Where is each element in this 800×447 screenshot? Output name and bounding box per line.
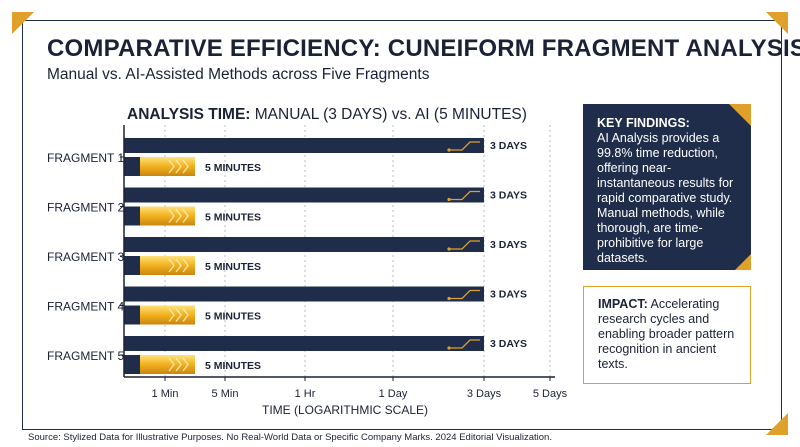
ai-bar-chevron	[168, 258, 175, 273]
ai-bar-chevron	[182, 209, 189, 223]
key-findings-text: AI Analysis provides a 99.8% time reduct…	[597, 131, 734, 265]
chart-title-rest: MANUAL (3 DAYS) vs. AI (5 MINUTES)	[250, 106, 527, 123]
panel-accent-top	[729, 104, 751, 126]
ai-bar-cap	[124, 256, 140, 275]
x-tick-label: 1 Day	[379, 388, 408, 400]
x-axis-title: TIME (LOGARITHMIC SCALE)	[262, 403, 428, 417]
category-label: FRAGMENT 2	[47, 201, 124, 215]
ai-bar-chevron	[175, 209, 182, 223]
x-tick-label: 1 Min	[152, 388, 179, 400]
ai-bar-label: 5 MINUTES	[205, 311, 261, 323]
key-findings-heading: KEY FINDINGS:	[597, 116, 690, 130]
impact-heading: IMPACT:	[598, 297, 648, 311]
manual-bar-node	[447, 197, 451, 202]
manual-bar-trace	[449, 240, 480, 250]
ai-bar-chevron	[182, 258, 189, 273]
manual-bar-node	[447, 247, 451, 251]
manual-bar-label: 3 DAYS	[490, 239, 527, 251]
manual-bar	[124, 286, 484, 302]
manual-bar-node	[447, 296, 451, 301]
key-findings-panel: KEY FINDINGS: AI Analysis provides a 99.…	[583, 104, 751, 270]
ai-bar-chevron	[168, 357, 175, 372]
ai-bar-chevron	[182, 159, 189, 174]
manual-bar-trace	[449, 141, 480, 151]
manual-bar-node	[447, 346, 451, 350]
ai-bar-chevron	[168, 159, 175, 174]
manual-bar-label: 3 DAYS	[490, 289, 527, 301]
ai-bar-chevron	[175, 258, 182, 273]
manual-bar	[124, 336, 484, 351]
page-title: COMPARATIVE EFFICIENCY: CUNEIFORM FRAGME…	[47, 35, 800, 62]
corner-accent-top-right	[766, 12, 788, 34]
manual-bar	[124, 237, 484, 252]
ai-bar-cap	[124, 206, 140, 226]
manual-bar-label: 3 DAYS	[490, 338, 527, 350]
x-tick-label: 3 Days	[467, 388, 502, 400]
ai-bar-cap	[124, 355, 140, 374]
ai-bar-chevron	[175, 357, 182, 372]
manual-bar-trace	[449, 190, 480, 201]
ai-bar-label: 5 MINUTES	[205, 212, 261, 224]
ai-bar-chevron	[175, 308, 182, 322]
panel-accent-bottom	[735, 254, 751, 270]
chart-axes: 1 Min 5 Min 1 Hr 1 Day 3 Days 5 Days FRAGMENT …	[47, 125, 568, 400]
category-label: FRAGMENT 4	[47, 300, 124, 314]
x-tick-label: 5 Days	[533, 388, 568, 400]
corner-accent-bottom-right	[766, 413, 788, 435]
x-tick-label: 5 Min	[212, 388, 239, 400]
manual-bar	[124, 187, 484, 203]
ai-bar-chevron	[168, 308, 175, 322]
manual-bar-label: 3 DAYS	[490, 190, 527, 202]
category-label: FRAGMENT 3	[47, 250, 124, 264]
manual-bar	[124, 138, 484, 153]
corner-accent-top-left	[12, 12, 34, 34]
impact-text: Accelerating research cycles and enablin…	[598, 297, 735, 371]
manual-bar-trace	[449, 339, 480, 349]
ai-bar-chevron	[168, 209, 175, 223]
ai-bar-cap	[124, 157, 140, 176]
ai-bar-label: 5 MINUTES	[205, 261, 261, 273]
ai-bar-label: 5 MINUTES	[205, 360, 261, 372]
chart-title: ANALYSIS TIME: MANUAL (3 DAYS) vs. AI (5…	[127, 106, 527, 124]
ai-bar-cap	[124, 305, 140, 325]
manual-bar-trace	[449, 289, 480, 300]
category-label: FRAGMENT 1	[47, 151, 124, 165]
ai-bar-chevron	[175, 159, 182, 174]
x-tick-label: 1 Hr	[295, 388, 316, 400]
ai-bar-chevron	[182, 357, 189, 372]
category-label: FRAGMENT 5	[47, 349, 124, 363]
manual-bar-label: 3 DAYS	[490, 140, 527, 152]
page-subtitle: Manual vs. AI-Assisted Methods across Fi…	[47, 66, 430, 83]
chart-bars: 3 DAYS 5 MINUTES 3 DAYS 5 MINUTES 3 DAYS 5 MI…	[124, 138, 527, 374]
impact-panel: IMPACT: Accelerating research cycles and…	[583, 286, 751, 384]
chart-title-bold: ANALYSIS TIME:	[127, 106, 251, 123]
ai-bar-chevron	[182, 308, 189, 322]
ai-bar-label: 5 MINUTES	[205, 162, 261, 174]
manual-bar-node	[447, 148, 451, 152]
source-note: Source: Stylized Data for Illustrative P…	[28, 432, 552, 443]
